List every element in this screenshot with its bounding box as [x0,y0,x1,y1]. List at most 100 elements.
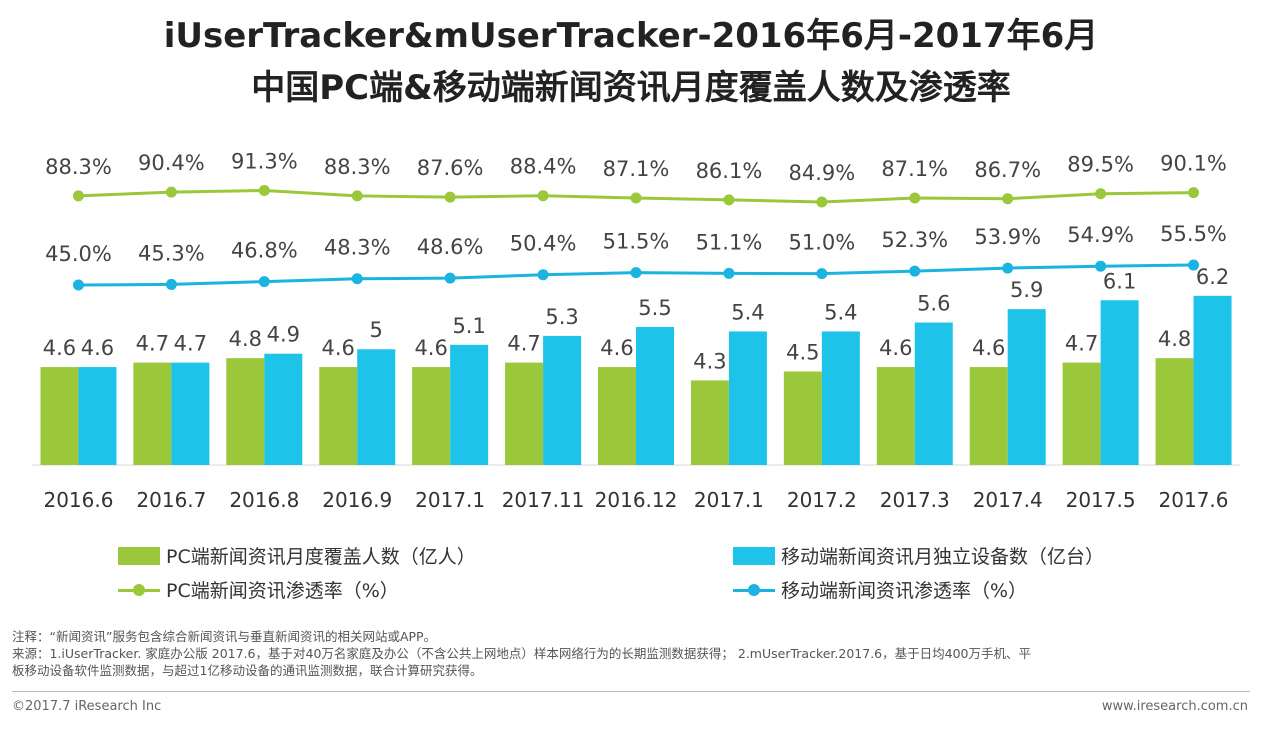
point-label-pc-4: 87.6% [417,156,484,180]
point-label-pc-3: 88.3% [324,155,391,179]
point-label-pc-2: 91.3% [231,149,298,173]
legend-mobile-line: 移动端新闻资讯渗透率（%） [733,576,1027,603]
x-tick-label-1: 2016.7 [136,488,206,512]
point-label-pc-12: 90.1% [1160,152,1227,176]
footer-website: www.iresearch.com.cn [1101,699,1248,714]
legend-swatch-mobile-bar [733,546,775,565]
bar-pc-5 [505,362,544,465]
bar-mobile-6 [636,326,674,465]
x-tick-label-2: 2016.8 [229,488,299,512]
bar-mobile-8 [821,331,860,465]
bar-label-pc-6: 4.6 [600,336,633,360]
bar-label-pc-1: 4.7 [136,332,169,356]
point-pc-11 [1095,188,1107,200]
point-pc-2 [258,184,270,196]
x-tick-label-4: 2017.1 [415,488,485,512]
point-pc-7 [723,194,735,206]
point-label-pc-6: 87.1% [603,157,670,181]
point-mobile-3 [351,273,363,285]
point-pc-3 [351,190,363,202]
point-label-mobile-4: 48.6% [417,235,484,259]
note-text: 注释：“新闻资讯”服务包含综合新闻资讯与垂直新闻资讯的相关网站或APP。 [12,629,437,644]
x-tick-label-12: 2017.6 [1159,488,1229,512]
bar-label-pc-7: 4.3 [693,349,726,373]
point-label-pc-7: 86.1% [696,159,763,183]
bar-label-pc-4: 4.6 [414,336,447,360]
bar-pc-1 [133,362,172,465]
x-tick-label-9: 2017.3 [880,488,950,512]
bar-mobile-11 [1100,300,1139,465]
point-pc-4 [444,191,456,203]
bar-mobile-7 [728,331,767,465]
bar-label-mobile-4: 5.1 [452,314,485,338]
bar-label-mobile-0: 4.6 [81,336,114,360]
x-tick-label-10: 2017.4 [973,488,1043,512]
point-label-mobile-10: 53.9% [974,225,1041,249]
point-mobile-1 [165,278,177,290]
x-tick-label-8: 2017.2 [787,488,857,512]
source-text-line1: 来源：1.iUserTracker. 家庭办公版 2017.6，基于对40万名家… [12,646,1031,661]
bar-label-mobile-6: 5.5 [638,296,671,320]
legend-pc-bar: PC端新闻资讯月度覆盖人数（亿人） [118,542,476,569]
point-pc-6 [630,192,642,204]
source-text-line2: 板移动设备软件监测数据，与超过1亿移动设备的通讯监测数据，联合计算研究获得。 [12,663,483,678]
bar-label-pc-8: 4.5 [786,341,819,365]
bar-mobile-4 [450,344,489,465]
point-pc-5 [537,190,549,202]
point-label-mobile-2: 46.8% [231,239,298,263]
bar-label-mobile-3: 5 [370,318,383,342]
point-mobile-12 [1188,259,1200,271]
bar-label-pc-5: 4.7 [507,332,540,356]
bar-pc-7 [690,380,729,465]
bar-label-mobile-8: 5.4 [824,300,857,324]
point-mobile-10 [1002,262,1014,274]
bar-pc-4 [412,367,451,465]
legend-label-pc-bar: PC端新闻资讯月度覆盖人数（亿人） [166,546,476,568]
point-label-mobile-8: 51.0% [788,231,855,255]
point-pc-8 [816,196,828,208]
bar-pc-2 [226,358,265,465]
bar-label-mobile-7: 5.4 [731,300,764,324]
point-pc-12 [1188,187,1200,199]
point-mobile-11 [1095,260,1107,272]
bar-mobile-5 [543,335,582,465]
point-label-mobile-11: 54.9% [1067,223,1134,247]
x-tick-label-7: 2017.1 [694,488,764,512]
chart-title-line1: iUserTracker&mUserTracker-2016年6月-2017年6… [163,16,1099,56]
point-mobile-0 [72,279,84,291]
bar-label-mobile-2: 4.9 [267,323,300,347]
legend-label-mobile-line: 移动端新闻资讯渗透率（%） [781,580,1028,602]
point-pc-9 [909,192,921,204]
point-label-pc-0: 88.3% [45,155,112,179]
point-label-pc-1: 90.4% [138,151,205,175]
bar-pc-9 [876,367,915,465]
legend-swatch-pc-bar [118,546,160,565]
point-label-pc-11: 89.5% [1067,153,1134,177]
point-label-pc-9: 87.1% [881,157,948,181]
bar-label-mobile-1: 4.7 [174,332,207,356]
bar-mobile-0 [78,367,117,465]
legend-pc-line: PC端新闻资讯渗透率（%） [118,576,399,603]
bar-mobile-3 [357,349,396,465]
bar-pc-12 [1155,358,1194,465]
footer-copyright: ©2017.7 iResearch Inc [12,699,162,714]
bar-label-pc-3: 4.6 [322,336,355,360]
bar-mobile-10 [1007,309,1046,465]
bar-label-pc-0: 4.6 [43,336,76,360]
point-label-mobile-0: 45.0% [45,242,112,266]
point-label-pc-8: 84.9% [788,161,855,185]
bar-label-mobile-9: 5.6 [917,292,950,316]
bar-label-pc-11: 4.7 [1065,332,1098,356]
point-label-mobile-3: 48.3% [324,236,391,260]
point-mobile-6 [630,267,642,279]
legend-mobile-bar: 移动端新闻资讯月独立设备数（亿台） [733,542,1104,569]
legend-label-pc-line: PC端新闻资讯渗透率（%） [166,580,399,602]
point-mobile-2 [258,276,270,288]
bar-label-mobile-10: 5.9 [1010,278,1043,302]
chart-title-line2: 中国PC端&移动端新闻资讯月度覆盖人数及渗透率 [251,68,1011,108]
point-pc-1 [165,186,177,198]
point-label-mobile-7: 51.1% [696,230,763,254]
legend-label-mobile-bar: 移动端新闻资讯月独立设备数（亿台） [781,546,1105,568]
bar-label-mobile-12: 6.2 [1196,265,1229,289]
